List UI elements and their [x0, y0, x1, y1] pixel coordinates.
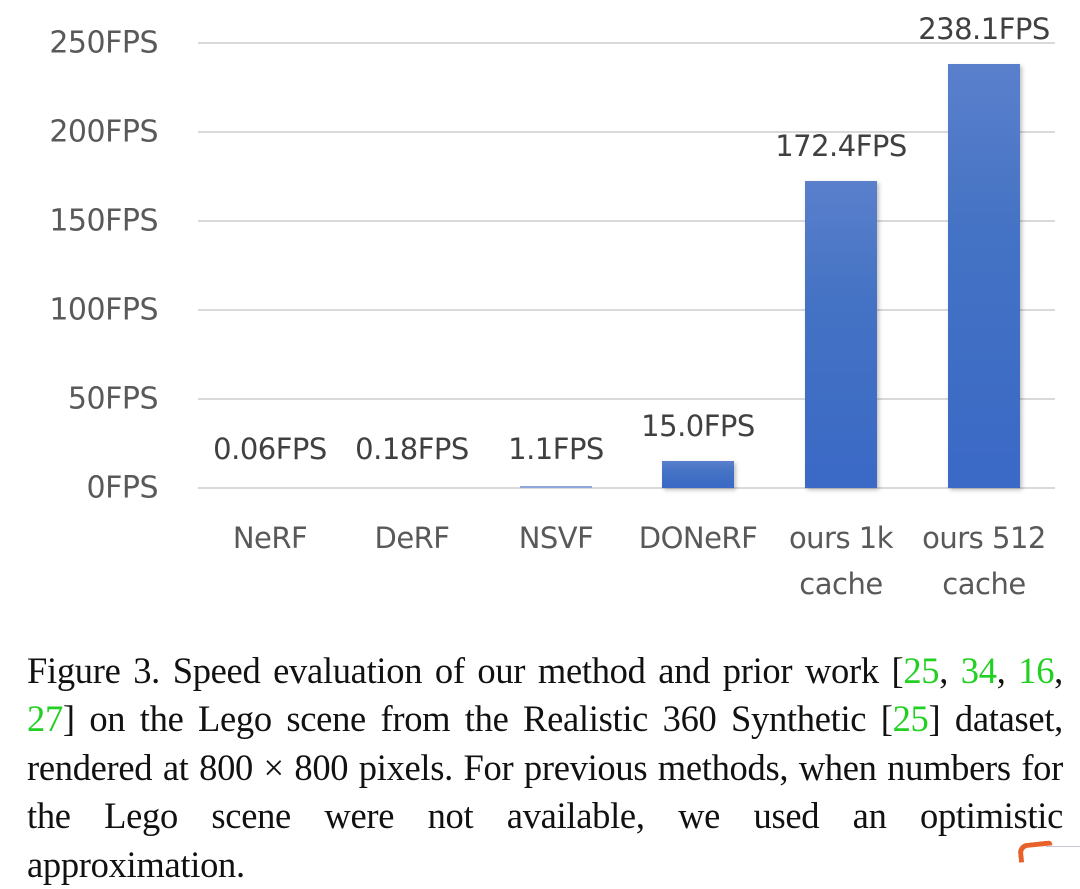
caption-text: , — [997, 650, 1019, 691]
bar-donerf — [662, 461, 734, 488]
x-category-label: DONeRF — [623, 515, 773, 561]
citation-link[interactable]: 25 — [903, 650, 939, 691]
caption-text: ] on the Lego scene from the Realistic 3… — [63, 698, 893, 739]
x-category-line: cache — [766, 561, 916, 607]
gridline — [198, 220, 1055, 222]
citation-link[interactable]: 16 — [1018, 650, 1054, 691]
y-tick-label: 250FPS — [0, 26, 158, 61]
x-category-line: DeRF — [337, 515, 487, 561]
citation-link[interactable]: 25 — [893, 698, 929, 739]
x-category-label: NSVF — [481, 515, 631, 561]
citation-link[interactable]: 27 — [27, 698, 63, 739]
x-category-line: DONeRF — [623, 515, 773, 561]
bar-ours-1k-cache — [805, 181, 877, 488]
caption-text: , — [1054, 650, 1063, 691]
data-label: 15.0FPS — [598, 409, 798, 443]
gridline — [198, 309, 1055, 311]
y-tick-label: 200FPS — [0, 115, 158, 150]
data-label: 238.1FPS — [884, 12, 1080, 46]
corner-mark-icon — [1017, 840, 1054, 863]
x-category-label: NeRF — [195, 515, 345, 561]
x-category-line: ours 1k — [766, 515, 916, 561]
gridline — [198, 398, 1055, 400]
bar-ours-512-cache — [948, 64, 1020, 488]
x-category-line: cache — [909, 561, 1059, 607]
y-tick-label: 100FPS — [0, 293, 158, 328]
caption-text: Figure 3. Speed evaluation of our method… — [27, 650, 903, 691]
y-tick-label: 50FPS — [0, 382, 158, 417]
x-category-label: DeRF — [337, 515, 487, 561]
y-tick-label: 150FPS — [0, 204, 158, 239]
bar-nsvf — [520, 486, 592, 488]
corner-divider — [1046, 846, 1080, 847]
x-category-line: NeRF — [195, 515, 345, 561]
x-category-line: ours 512 — [909, 515, 1059, 561]
x-category-line: NSVF — [481, 515, 631, 561]
caption-text: , — [939, 650, 961, 691]
gridline — [198, 487, 1055, 489]
data-label: 172.4FPS — [741, 129, 941, 163]
y-tick-label: 0FPS — [0, 471, 158, 506]
citation-link[interactable]: 34 — [961, 650, 997, 691]
